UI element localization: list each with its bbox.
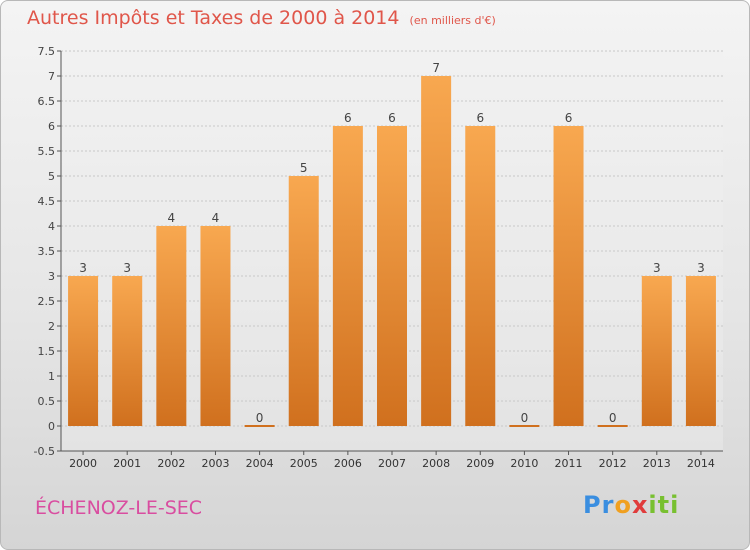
- y-tick-label: 4.5: [38, 195, 56, 208]
- proxiti-logo: Proxiti: [583, 491, 679, 519]
- data-label: 6: [565, 111, 573, 125]
- logo-part: x: [631, 491, 649, 519]
- y-tick-label: 2.5: [38, 295, 56, 308]
- x-tick-label: 2000: [69, 457, 97, 470]
- x-tick-label: 2011: [555, 457, 583, 470]
- data-label: 4: [212, 211, 220, 225]
- y-tick-label: 1.5: [38, 345, 56, 358]
- bar: [685, 276, 716, 426]
- x-tick-label: 2008: [422, 457, 450, 470]
- y-tick-label: 3.5: [38, 245, 56, 258]
- bar: [597, 425, 628, 427]
- y-tick-label: 4: [48, 220, 55, 233]
- x-tick-label: 2006: [334, 457, 362, 470]
- x-tick-label: 2010: [510, 457, 538, 470]
- data-label: 6: [476, 111, 484, 125]
- bar: [68, 276, 99, 426]
- bar: [332, 126, 363, 426]
- data-label: 3: [697, 261, 705, 275]
- x-tick-label: 2001: [113, 457, 141, 470]
- y-tick-label: 5: [48, 170, 55, 183]
- y-tick-label: 2: [48, 320, 55, 333]
- data-label: 3: [79, 261, 87, 275]
- x-tick-label: 2009: [466, 457, 494, 470]
- bar: [421, 76, 452, 426]
- bar: [465, 126, 496, 426]
- bar: [641, 276, 672, 426]
- x-tick-label: 2013: [643, 457, 671, 470]
- bar: [377, 126, 407, 426]
- data-label: 3: [653, 261, 661, 275]
- unit-label: (en milliers d'€): [409, 14, 496, 27]
- bar: [200, 226, 231, 426]
- commune-name: ÉCHENOZ-LE-SEC: [35, 497, 203, 519]
- y-tick-label: 7.5: [38, 45, 56, 58]
- bar: [156, 226, 187, 426]
- logo-part: Pr: [583, 491, 615, 519]
- data-label: 6: [344, 111, 352, 125]
- bar: [112, 276, 143, 426]
- y-tick-label: -0.5: [34, 445, 55, 458]
- data-label: 3: [123, 261, 131, 275]
- bar: [288, 176, 319, 426]
- data-label: 0: [521, 411, 529, 425]
- x-tick-label: 2004: [246, 457, 274, 470]
- title-text: Autres Impôts et Taxes de 2000 à 2014: [27, 7, 400, 29]
- y-tick-label: 0: [48, 420, 55, 433]
- y-tick-label: 6: [48, 120, 55, 133]
- x-tick-label: 2012: [599, 457, 627, 470]
- y-tick-label: 0.5: [38, 395, 56, 408]
- data-label: 0: [609, 411, 617, 425]
- x-tick-label: 2014: [687, 457, 715, 470]
- data-label: 4: [168, 211, 176, 225]
- data-label: 6: [388, 111, 396, 125]
- y-tick-label: 6.5: [38, 95, 56, 108]
- logo-part: iti: [648, 491, 680, 519]
- chart-title: Autres Impôts et Taxes de 2000 à 2014 (e…: [27, 7, 496, 29]
- x-tick-label: 2007: [378, 457, 406, 470]
- data-label: 5: [300, 161, 308, 175]
- data-label: 0: [256, 411, 264, 425]
- bar: [553, 126, 584, 426]
- bar: [509, 425, 540, 427]
- bar: [244, 425, 275, 427]
- x-tick-label: 2005: [290, 457, 318, 470]
- y-tick-label: 7: [48, 70, 55, 83]
- x-tick-label: 2003: [201, 457, 229, 470]
- logo-part: o: [614, 491, 632, 519]
- y-tick-label: 1: [48, 370, 55, 383]
- y-tick-label: 5.5: [38, 145, 56, 158]
- data-label: 7: [432, 61, 440, 75]
- y-tick-label: 3: [48, 270, 55, 283]
- x-tick-label: 2002: [157, 457, 185, 470]
